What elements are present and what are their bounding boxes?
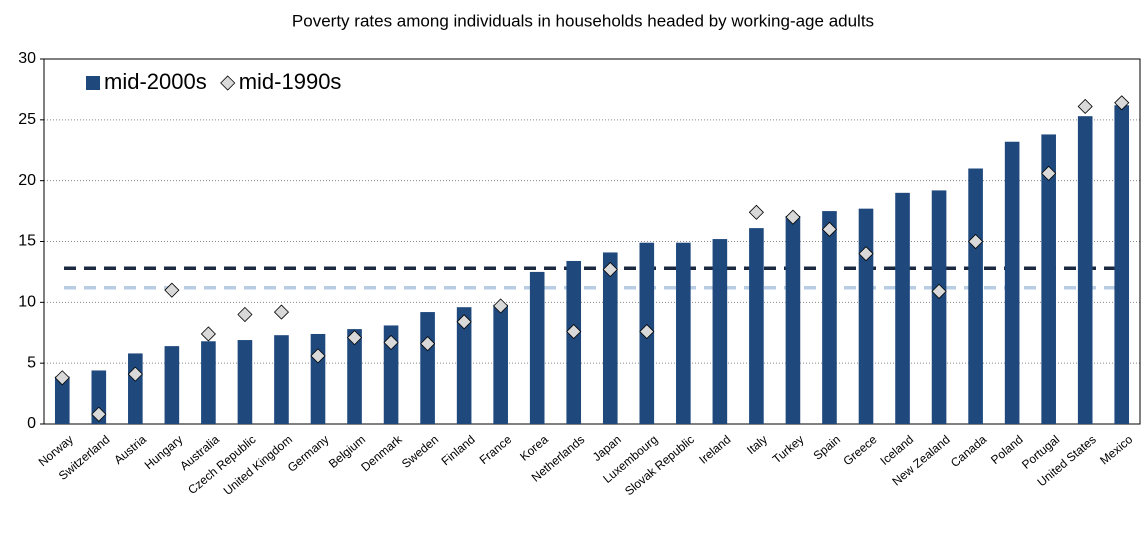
plot-frame — [43, 58, 1141, 425]
diamond-marker — [273, 304, 290, 320]
legend-label: mid-1990s — [239, 69, 342, 94]
bar — [1077, 116, 1093, 424]
chart-title: Poverty rates among individuals in house… — [292, 11, 874, 30]
diamond-marker — [310, 348, 326, 364]
diamond-marker — [1041, 165, 1057, 181]
y-tick-label: 10 — [18, 294, 36, 311]
diamond-marker — [383, 334, 399, 351]
diamond-marker — [91, 406, 107, 422]
bar — [785, 215, 801, 424]
diamond-marker — [164, 282, 180, 298]
x-tick-label: Greece — [840, 432, 879, 468]
x-tick-label: Hungary — [142, 432, 186, 472]
bar — [128, 353, 143, 424]
x-tick-label: Canada — [948, 432, 989, 470]
y-tick-label: 15 — [18, 233, 36, 250]
bar — [310, 333, 326, 424]
bar — [858, 208, 874, 424]
bar — [164, 346, 180, 424]
diamond-marker — [54, 370, 70, 386]
x-tick-label: Denmark — [358, 432, 405, 475]
bar — [237, 340, 253, 424]
bar — [420, 312, 435, 424]
x-tick-label: Mexico — [1097, 432, 1135, 467]
diamond-marker — [200, 326, 216, 342]
bar — [529, 271, 545, 424]
x-tick-label: Spain — [811, 432, 844, 462]
bar — [383, 325, 399, 424]
diamond-marker — [1114, 95, 1130, 111]
diamond-marker — [346, 330, 363, 346]
diamond-marker — [639, 323, 655, 340]
diamond-marker — [602, 261, 618, 278]
bar — [968, 168, 983, 424]
y-tick-label: 30 — [18, 50, 36, 67]
bar — [1004, 141, 1020, 424]
x-tick-label: Ireland — [696, 432, 733, 466]
bar — [712, 239, 728, 424]
diamond-marker — [748, 204, 764, 220]
bar — [931, 190, 947, 424]
y-tick-label: 25 — [18, 111, 36, 128]
x-tick-label: Italy — [744, 432, 770, 457]
bar — [1041, 134, 1056, 424]
x-tick-label: Turkey — [770, 432, 807, 466]
diamond-marker — [931, 283, 947, 299]
diamond-marker — [237, 306, 253, 323]
y-tick-label: 5 — [27, 354, 36, 371]
x-tick-label: France — [477, 432, 515, 467]
diamond-marker — [1077, 98, 1093, 115]
x-tick-label: Finland — [439, 432, 478, 468]
bar — [895, 192, 910, 424]
bar — [822, 211, 837, 424]
bar — [274, 335, 289, 424]
diamond-marker — [420, 336, 436, 352]
diamond-marker — [858, 246, 874, 262]
legend-label: mid-2000s — [104, 69, 207, 94]
bar — [54, 376, 70, 424]
bar — [1114, 105, 1130, 424]
bar — [456, 307, 472, 424]
y-tick-label: 0 — [27, 415, 36, 432]
diamond-marker — [785, 209, 801, 225]
legend-swatch — [220, 75, 236, 91]
diamond-marker — [127, 366, 143, 382]
bar — [566, 260, 582, 424]
diamond-marker — [566, 323, 582, 340]
diamond-marker — [821, 221, 838, 237]
bar — [201, 341, 216, 424]
diamond-marker — [456, 314, 472, 330]
bar — [749, 228, 764, 424]
x-tick-label: Germany — [285, 432, 332, 474]
diamond-marker — [968, 233, 984, 250]
bar — [347, 329, 362, 424]
diamond-marker — [493, 298, 509, 314]
x-tick-label: Sweden — [399, 432, 441, 471]
bar — [493, 304, 508, 424]
y-tick-label: 20 — [18, 172, 36, 189]
bar — [676, 242, 691, 424]
legend-swatch — [86, 76, 100, 90]
bar — [602, 252, 618, 424]
